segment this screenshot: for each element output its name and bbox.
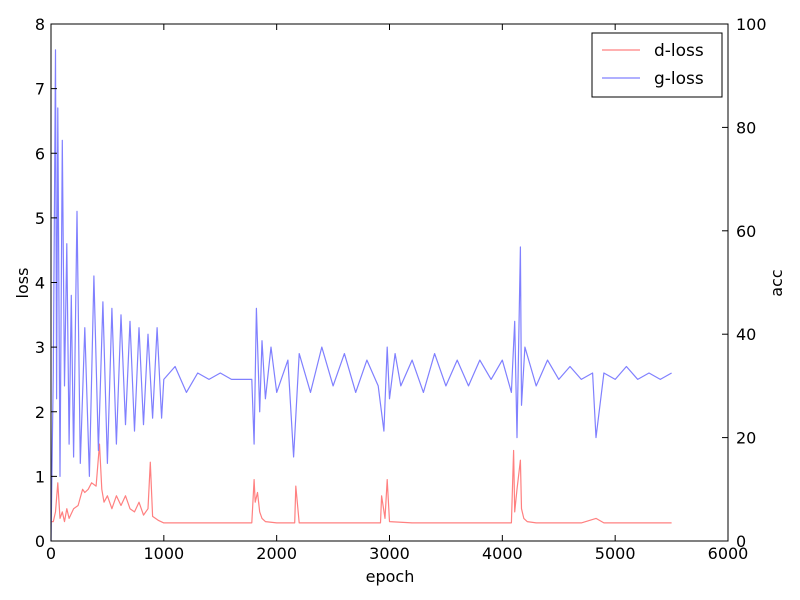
legend-box [591, 32, 723, 98]
legend-label-d-loss: d-loss [654, 41, 704, 61]
series-line-g-loss [50, 49, 672, 542]
x-tick-label: 2000 [256, 544, 297, 563]
legend: d-loss g-loss [591, 32, 723, 98]
y-tick-label: 4 [35, 274, 45, 293]
y-tick-label: 5 [35, 209, 45, 228]
y2-tick-label: 0 [736, 532, 746, 551]
x-tick-label: 4000 [482, 544, 523, 563]
y-axis-label: loss [13, 268, 32, 299]
x-tick-label: 1000 [143, 544, 184, 563]
y-tick-label: 6 [35, 144, 45, 163]
y2-tick-label: 100 [736, 15, 767, 34]
y2-tick-label: 80 [736, 118, 756, 137]
y2-axis-label: acc [767, 269, 786, 296]
legend-label-g-loss: g-loss [654, 69, 704, 89]
series-line-d-loss [51, 443, 672, 524]
y2-tick-label: 40 [736, 325, 756, 344]
y-tick-label: 7 [35, 80, 45, 99]
y2-tick-label: 60 [736, 222, 756, 241]
series-layer [50, 49, 672, 542]
y-tick-label: 2 [35, 403, 45, 422]
y-tick-label: 8 [35, 15, 45, 34]
y2-tick-label: 20 [736, 429, 756, 448]
y-tick-label: 3 [35, 338, 45, 357]
y-tick-label: 0 [35, 532, 45, 551]
x-tick-label: 5000 [595, 544, 636, 563]
x-tick-label: 0 [46, 544, 56, 563]
ticks-layer: 0 1000 2000 3000 4000 5000 6000012345678020406… [35, 15, 767, 563]
x-axis-label: epoch [366, 567, 415, 586]
y-tick-label: 1 [35, 467, 45, 486]
x-tick-label: 3000 [369, 544, 410, 563]
x-tick-label: 6000 [708, 544, 749, 563]
